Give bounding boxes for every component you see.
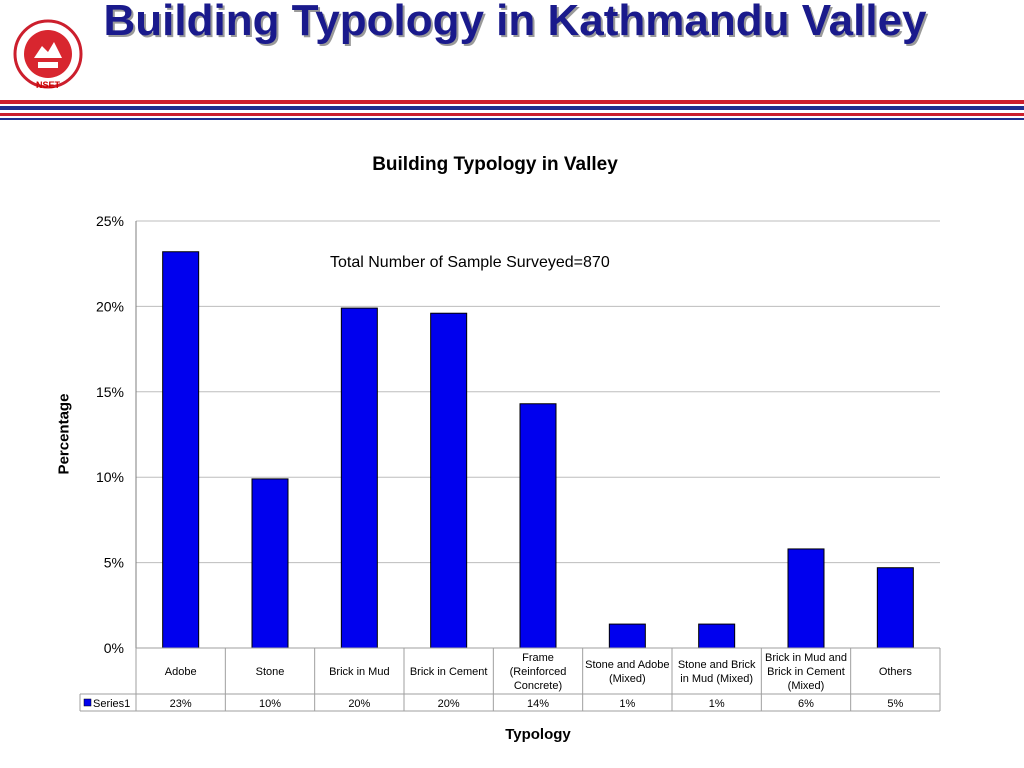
data-label: 23% <box>170 698 192 710</box>
category-label: Stone and Brick in Mud (Mixed) <box>678 659 756 685</box>
bar-7 <box>698 623 736 649</box>
y-tick-label: 25% <box>96 213 124 229</box>
nset-logo <box>13 19 83 89</box>
header-rule-blue-2 <box>0 118 1024 120</box>
bar-3 <box>340 307 378 649</box>
legend-label: Series1 <box>93 698 130 710</box>
category-label: Stone <box>256 666 285 678</box>
data-label: 1% <box>709 698 725 710</box>
bar-4 <box>430 312 468 649</box>
category-label: Brick in Mud and Brick in Cement (Mixed) <box>765 652 847 692</box>
bar-9 <box>876 567 914 649</box>
header-rule-blue <box>0 106 1024 110</box>
y-tick-label: 15% <box>96 384 124 400</box>
category-label: Adobe <box>165 666 197 678</box>
bar-5 <box>519 403 557 649</box>
category-label: Brick in Mud <box>329 666 390 678</box>
data-label: 6% <box>798 698 814 710</box>
data-label: 1% <box>619 698 635 710</box>
logo-label: NSET <box>35 80 60 90</box>
slide-title: Building Typology in Kathmandu Valley <box>103 0 927 45</box>
y-tick-label: 10% <box>96 469 124 485</box>
chart-title: Building Typology in Valley <box>372 154 618 175</box>
bar-8 <box>787 548 825 649</box>
y-tick-label: 20% <box>96 298 124 314</box>
legend-key <box>83 698 92 707</box>
header-rule-red-2 <box>0 113 1024 116</box>
data-label: 20% <box>438 698 460 710</box>
category-label: Brick in Cement <box>410 666 488 678</box>
x-axis-label: Typology <box>505 726 571 743</box>
category-label: Frame (Reinforced Concrete) <box>510 652 567 692</box>
header-rule-red <box>0 100 1024 104</box>
category-label: Others <box>879 666 913 678</box>
bar-6 <box>608 623 646 649</box>
data-label: 20% <box>348 698 370 710</box>
category-label: Stone and Adobe (Mixed) <box>585 659 669 685</box>
data-label: 10% <box>259 698 281 710</box>
data-label: 14% <box>527 698 549 710</box>
bar-2 <box>251 478 289 649</box>
y-tick-label: 0% <box>104 640 124 656</box>
bar-1 <box>162 251 200 649</box>
chart-annotation: Total Number of Sample Surveyed=870 <box>330 254 610 271</box>
data-label: 5% <box>887 698 903 710</box>
y-tick-label: 5% <box>104 555 124 571</box>
